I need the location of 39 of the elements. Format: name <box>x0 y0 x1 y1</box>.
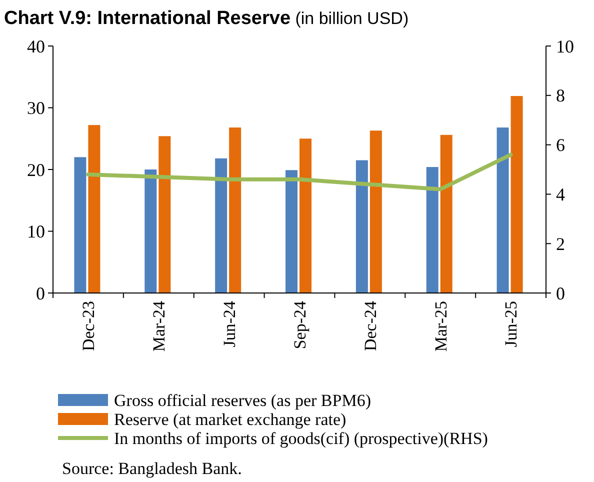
y-tick-label: 20 <box>27 160 45 180</box>
y2-tick-label: 4 <box>556 184 565 204</box>
y2-tick-label: 0 <box>556 283 565 304</box>
bar <box>215 158 228 293</box>
source-note: Source: Bangladesh Bank. <box>62 459 242 478</box>
bar <box>144 170 157 293</box>
y2-tick-label: 10 <box>556 36 574 56</box>
bar <box>158 136 171 293</box>
bar <box>286 170 298 293</box>
y2-tick-label: 8 <box>556 86 565 106</box>
line-series <box>86 152 513 192</box>
bar <box>426 167 438 293</box>
x-tick-label: Jun-24 <box>220 300 240 348</box>
y2-tick-label: 6 <box>556 135 565 156</box>
chart-subtitle: (in billion USD) <box>290 9 409 28</box>
bar <box>229 128 242 293</box>
bar <box>74 157 86 293</box>
bar <box>496 128 509 293</box>
chart-title: Chart V.9: International Reserve <box>4 8 291 29</box>
x-tick-label: Mar-25 <box>431 301 450 352</box>
bar <box>370 130 382 293</box>
legend-label: Reserve (at market exchange rate) <box>114 410 346 429</box>
y-tick-label: 10 <box>27 222 45 242</box>
x-tick-label: Jun-25 <box>502 301 521 348</box>
bar <box>88 125 100 293</box>
y-tick-label: 40 <box>27 36 45 56</box>
y-tick-label: 0 <box>36 283 45 304</box>
x-tick-label: Mar-24 <box>150 300 169 352</box>
legend-label: In months of imports of goods(cif) (prospective)(RHS) <box>114 428 488 448</box>
y2-tick-label: 2 <box>556 234 565 254</box>
x-tick-label: Dec-23 <box>79 301 98 352</box>
x-tick-label: Dec-24 <box>360 300 380 352</box>
legend-label: Gross official reserves (as per BPM6) <box>114 390 371 410</box>
bar <box>440 134 452 293</box>
bar <box>300 138 312 293</box>
bar <box>356 160 368 293</box>
x-tick-label: Sep-24 <box>290 300 310 350</box>
bar <box>510 96 523 293</box>
y-tick-label: 30 <box>27 98 45 118</box>
